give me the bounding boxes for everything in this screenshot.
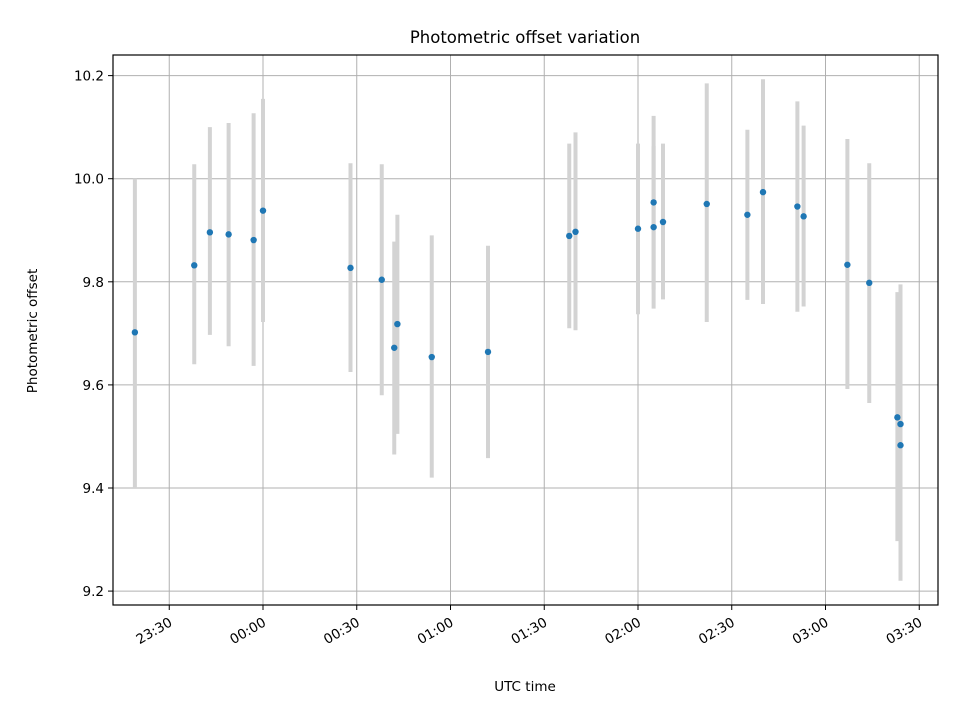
data-point xyxy=(897,420,904,428)
data-point xyxy=(800,213,807,220)
data-point xyxy=(650,199,657,206)
data-point xyxy=(394,320,401,328)
data-point xyxy=(634,225,642,232)
data-point xyxy=(844,261,851,268)
data-point xyxy=(191,262,198,269)
data-point xyxy=(866,279,873,287)
plot-frame xyxy=(112,54,939,606)
data-point xyxy=(259,207,267,214)
data-point xyxy=(572,228,579,236)
data-point xyxy=(794,203,801,210)
data-point xyxy=(703,200,710,208)
data-point xyxy=(650,223,657,231)
y-axis-ticks: 9.2 9.4 9.6 9.8 10.0 10.2 xyxy=(74,69,113,600)
y-tick-label: 10.0 xyxy=(74,172,104,188)
data-point xyxy=(428,353,435,361)
data-point xyxy=(659,218,667,226)
data-point xyxy=(250,236,257,244)
data-point xyxy=(378,276,385,283)
data-point xyxy=(894,414,901,421)
data-points xyxy=(131,188,904,449)
y-tick-label: 9.8 xyxy=(83,275,104,291)
data-point xyxy=(225,231,232,238)
data-point xyxy=(759,188,767,196)
data-point xyxy=(206,229,214,236)
chart-title: Photometric offset variation xyxy=(410,28,640,47)
y-tick-label: 9.4 xyxy=(83,481,104,497)
data-point xyxy=(484,348,492,356)
data-point xyxy=(391,344,398,351)
data-point xyxy=(744,211,751,218)
data-point xyxy=(897,442,904,449)
y-axis-label: Photometric offset xyxy=(25,269,41,393)
y-tick-label: 10.2 xyxy=(74,69,104,85)
data-point xyxy=(566,232,573,240)
x-axis-label: UTC time xyxy=(494,679,556,695)
data-point xyxy=(131,329,139,336)
y-tick-label: 9.2 xyxy=(83,584,104,600)
y-tick-label: 9.6 xyxy=(83,378,104,394)
data-point xyxy=(347,264,354,272)
